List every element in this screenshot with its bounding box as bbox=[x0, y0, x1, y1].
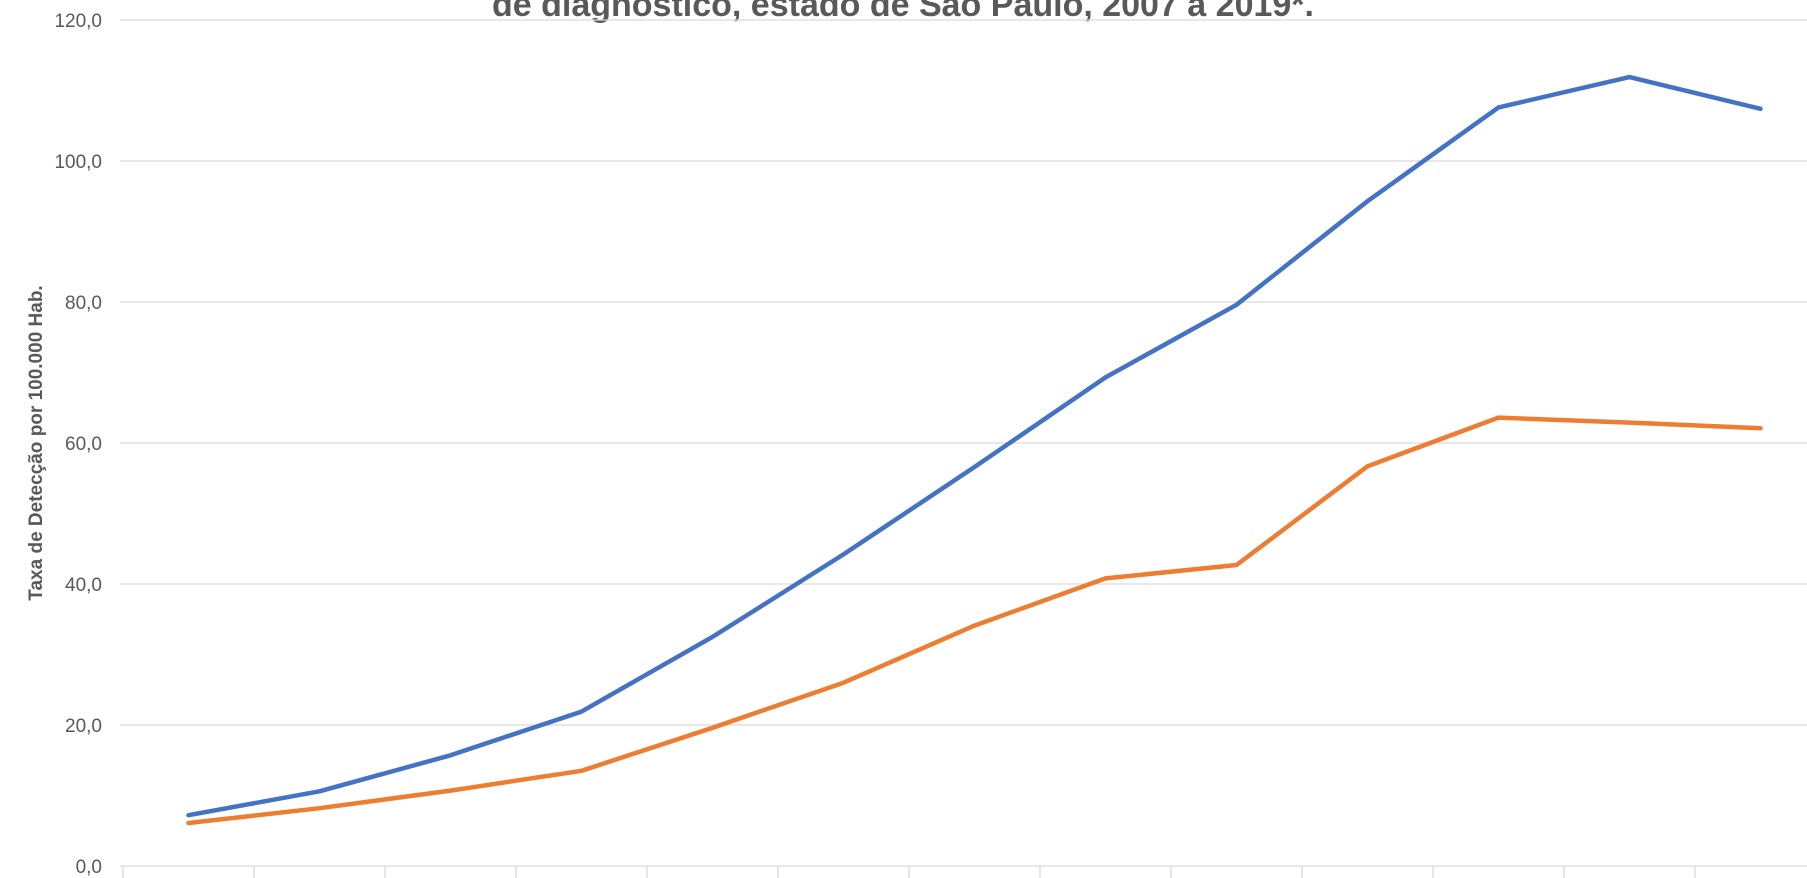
y-tick-label: 60,0 bbox=[65, 434, 102, 455]
series-line-1 bbox=[186, 74, 1763, 818]
series-layer bbox=[186, 74, 1763, 826]
y-tick-label: 120,0 bbox=[54, 11, 102, 32]
y-tick-label: 40,0 bbox=[65, 575, 102, 596]
x-axis bbox=[120, 865, 1807, 878]
y-tick-label: 20,0 bbox=[65, 716, 102, 737]
series-line-2 bbox=[186, 415, 1763, 826]
y-axis-tick-labels: 0,0 20,0 40,0 60,0 80,0 100,0 120,0 bbox=[54, 11, 102, 878]
y-tick-label: 100,0 bbox=[54, 152, 102, 173]
gridlines bbox=[120, 19, 1807, 726]
y-tick-label: 80,0 bbox=[65, 293, 102, 314]
y-tick-label: 0,0 bbox=[76, 857, 102, 878]
y-axis-title: Taxa de Detecção por 100.000 Hab. bbox=[26, 285, 47, 600]
